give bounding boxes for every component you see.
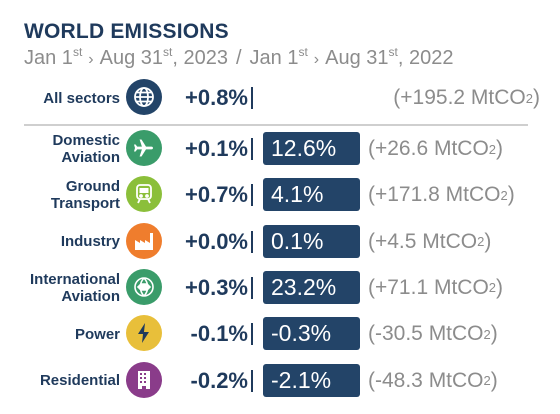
sector-row-domestic-aviation: Domestic Aviation +0.1% 12.6% (+26.6 MtCO 2) bbox=[0, 127, 560, 171]
page-title: WORLD EMISSIONS bbox=[24, 20, 229, 43]
arrow-icon: › bbox=[313, 51, 320, 68]
current-start: Jan 1st bbox=[24, 45, 83, 69]
sector-change: -0.1% bbox=[190, 321, 248, 347]
sector-mtco2: (+171.8 MtCO 2) bbox=[368, 183, 515, 207]
airplane-icon bbox=[126, 130, 162, 166]
change-tick bbox=[251, 276, 253, 299]
sector-label: Ground Transport bbox=[50, 178, 120, 213]
sector-label: International Aviation bbox=[29, 270, 120, 305]
sector-row-residential: Residential -0.2% -2.1% (-48.3 MtCO 2) bbox=[0, 359, 560, 403]
sector-label: Industry bbox=[60, 233, 120, 251]
all-sectors-change: +0.8% bbox=[185, 85, 248, 110]
sector-row-ground-transport: Ground Transport +0.7% 4.1% (+171.8 MtCO 2) bbox=[0, 173, 560, 217]
sector-row-power: Power -0.1% -0.3% (-30.5 MtCO 2) bbox=[0, 312, 560, 356]
sector-label: Domestic Aviation bbox=[52, 132, 120, 166]
sector-row-international-aviation: International Aviation +0.3% 23.2% (+71.1 M… bbox=[0, 266, 560, 310]
train-icon bbox=[126, 176, 162, 213]
globe-icon bbox=[126, 79, 162, 115]
sector-mtco2: (-30.5 MtCO 2) bbox=[368, 322, 498, 346]
divider bbox=[24, 124, 528, 126]
change-tick bbox=[251, 138, 253, 160]
sector-label: Residential bbox=[39, 372, 120, 389]
sector-share-badge: 23.2% bbox=[263, 270, 360, 304]
change-tick bbox=[251, 87, 253, 109]
date-range: Jan 1st › Aug 31st, 2023 / Jan 1st › Aug 31st,… bbox=[24, 45, 453, 70]
lightning-icon bbox=[126, 315, 162, 352]
sector-mtco2: (+4.5 MtCO 2) bbox=[368, 229, 492, 253]
all-sectors-mtco2: (+195.2 MtCO 2) bbox=[393, 86, 540, 109]
arrow-icon: › bbox=[88, 51, 94, 68]
previous-start: Jan 1st bbox=[249, 45, 308, 69]
all-sectors-row: All sectors +0.8% (+195.2 MtCO 2) bbox=[0, 76, 560, 120]
sector-row-industry: Industry +0.0% 0.1% (+4.5 MtCO 2) bbox=[0, 220, 560, 264]
change-tick bbox=[251, 184, 253, 207]
sector-mtco2: (+26.6 MtCO 2) bbox=[368, 137, 504, 160]
all-sectors-label: All sectors bbox=[43, 89, 120, 107]
factory-icon bbox=[126, 222, 162, 259]
change-tick bbox=[251, 369, 253, 392]
change-tick bbox=[251, 323, 253, 346]
sector-change: +0.1% bbox=[185, 136, 248, 161]
sector-change: +0.0% bbox=[185, 228, 248, 254]
sector-change: +0.7% bbox=[185, 182, 248, 208]
sector-share-badge: 12.6% bbox=[263, 132, 360, 165]
sector-change: -0.2% bbox=[190, 367, 248, 393]
period-separator: / bbox=[235, 47, 242, 69]
sector-share-badge: -2.1% bbox=[263, 363, 360, 397]
sector-label: Power bbox=[74, 325, 120, 343]
sector-mtco2: (-48.3 MtCO 2) bbox=[368, 368, 498, 392]
building-icon bbox=[126, 361, 162, 398]
sector-share-badge: 0.1% bbox=[263, 224, 360, 258]
sector-share-badge: -0.3% bbox=[263, 317, 360, 351]
change-tick bbox=[251, 230, 253, 253]
previous-end: Aug 31st, 2022 bbox=[325, 45, 454, 69]
sector-change: +0.3% bbox=[185, 274, 248, 300]
sector-share-badge: 4.1% bbox=[263, 178, 360, 212]
sector-mtco2: (+71.1 MtCO 2) bbox=[368, 275, 504, 299]
current-end: Aug 31st, 2023 bbox=[99, 45, 228, 69]
globe-airplane-icon bbox=[126, 268, 162, 305]
